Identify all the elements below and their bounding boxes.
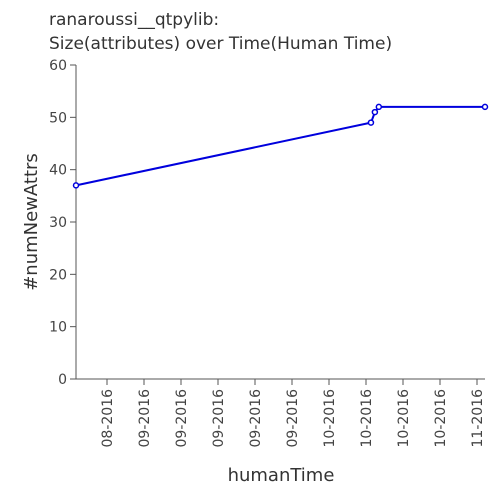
y-axis-title: #numNewAttrs xyxy=(21,153,42,291)
data-point xyxy=(367,119,375,126)
x-axis-ticks: 08-2016 09-2016 09-2016 09-2016 09-2016 09-20… xyxy=(100,379,486,448)
data-point xyxy=(72,182,80,189)
data-point xyxy=(371,108,379,116)
y-tick-label: 30 xyxy=(49,215,67,231)
y-tick-label: 0 xyxy=(58,372,67,388)
x-tick-label: 10-2016 xyxy=(396,389,412,448)
y-axis-ticks: 0 10 20 30 40 50 60 xyxy=(49,58,76,388)
data-point xyxy=(375,103,383,111)
x-tick-label: 08-2016 xyxy=(100,389,116,448)
x-tick-label: 09-2016 xyxy=(248,389,264,448)
series-line xyxy=(75,105,485,187)
x-tick-label: 10-2016 xyxy=(322,389,338,448)
x-tick-label: 11-2016 xyxy=(470,389,486,448)
x-axis-title: humanTime xyxy=(228,465,335,486)
x-tick-label: 10-2016 xyxy=(359,389,375,448)
series-group xyxy=(72,103,489,189)
x-tick-label: 09-2016 xyxy=(211,389,227,448)
y-tick-label: 20 xyxy=(49,267,67,283)
y-tick-label: 50 xyxy=(49,110,67,126)
chart-subtitle: Size(attributes) over Time(Human Time) xyxy=(49,34,393,54)
x-tick-label: 10-2016 xyxy=(433,389,449,448)
data-point xyxy=(481,103,489,111)
x-tick-label: 09-2016 xyxy=(174,389,190,448)
chart-title: ranaroussi__qtpylib: xyxy=(49,10,220,30)
x-tick-label: 09-2016 xyxy=(285,389,301,448)
x-tick-label: 09-2016 xyxy=(137,389,153,448)
y-tick-label: 60 xyxy=(49,58,67,74)
y-tick-label: 40 xyxy=(49,163,67,179)
y-tick-label: 10 xyxy=(49,320,67,336)
